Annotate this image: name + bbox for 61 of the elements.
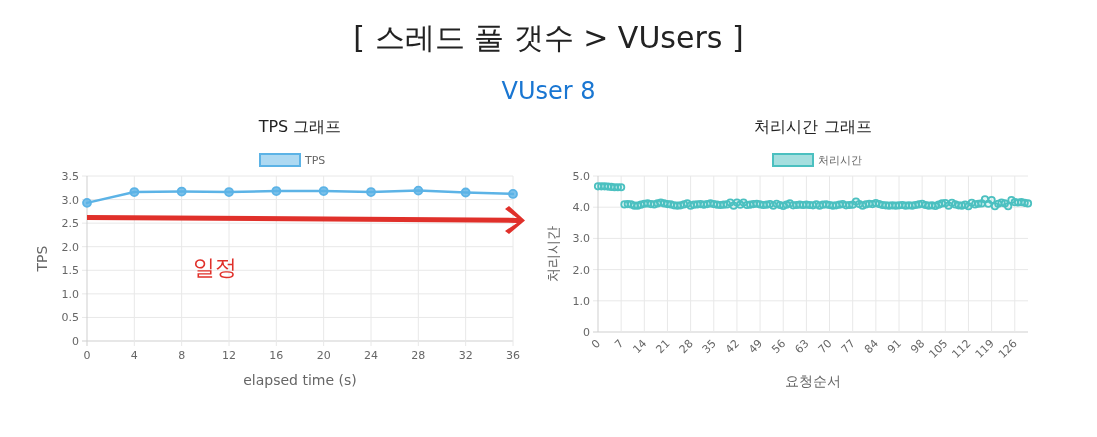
- point: [318, 186, 329, 196]
- x-tick-label: 35: [699, 336, 719, 357]
- y-tick-label: 3.5: [61, 170, 79, 183]
- x-tick-label: 36: [506, 349, 520, 362]
- x-tick-label: 42: [722, 336, 743, 357]
- y-tick-label: 2.0: [572, 263, 590, 277]
- x-tick-label: 14: [630, 336, 650, 357]
- point: [176, 186, 187, 197]
- legend-label: TPS: [304, 154, 326, 167]
- text: [ 스레드 풀 갯수 > VUsers ]: [353, 20, 744, 55]
- x-tick-label: 28: [411, 349, 426, 362]
- x-tick-label: 24: [364, 349, 378, 362]
- y-tick-label: 0.5: [61, 311, 79, 325]
- y-tick-label: 2.5: [61, 217, 79, 231]
- x-tick-label: 0: [83, 349, 91, 362]
- point: [508, 189, 518, 199]
- x-tick-label: 7: [612, 336, 627, 352]
- x-tick-label: 56: [769, 336, 789, 357]
- chart-title: TPS 그래프: [257, 117, 342, 136]
- x-tick-label: 0: [588, 336, 604, 352]
- annotation: 일정: [192, 255, 237, 280]
- x-tick-label: 32: [458, 349, 473, 362]
- chart-title: 처리시간 그래프: [754, 117, 872, 136]
- x-tick-label: 20: [316, 349, 331, 362]
- y-tick-label: 1.0: [572, 294, 590, 308]
- y-tick-label: 1.0: [61, 287, 79, 301]
- point: [82, 197, 92, 208]
- y-tick-label: 0: [583, 326, 590, 339]
- x-axis-title: 요청순서: [785, 373, 841, 389]
- x-tick-label: 63: [792, 336, 812, 357]
- x-tick-label: 16: [269, 349, 284, 362]
- y-tick-label: 4.0: [572, 201, 590, 215]
- x-tick-label: 77: [838, 336, 858, 357]
- x-tick-label: 70: [815, 336, 835, 357]
- x-tick-label: 112: [949, 336, 974, 361]
- y-axis-title: 처리시간: [545, 226, 561, 282]
- legend-label: 처리시간: [818, 154, 862, 167]
- x-tick-label: 4: [130, 349, 138, 362]
- point: [366, 187, 376, 197]
- x-tick-label: 12: [222, 349, 236, 362]
- y-tick-label: 5.0: [572, 170, 590, 183]
- y-tick-label: 1.5: [61, 264, 79, 278]
- x-tick-label: 21: [653, 336, 673, 357]
- point: [129, 187, 140, 197]
- x-tick-label: 8: [178, 349, 186, 362]
- x-axis-title: elapsed time (s): [243, 372, 357, 388]
- x-tick-label: 28: [676, 336, 696, 357]
- x-tick-label: 49: [746, 336, 766, 357]
- x-tick-label: 98: [908, 336, 928, 357]
- text: VUser 8: [501, 77, 596, 105]
- point: [271, 186, 282, 196]
- y-tick-label: 2.0: [61, 240, 79, 254]
- point: [460, 187, 471, 198]
- point: [224, 187, 234, 197]
- x-tick-label: 119: [972, 336, 997, 361]
- y-axis-title: TPS: [34, 245, 50, 273]
- x-tick-label: 84: [861, 336, 881, 357]
- point: [413, 185, 424, 196]
- y-tick-label: 3.0: [572, 232, 590, 246]
- y-tick-label: 3.0: [61, 193, 79, 207]
- x-tick-label: 91: [885, 336, 905, 357]
